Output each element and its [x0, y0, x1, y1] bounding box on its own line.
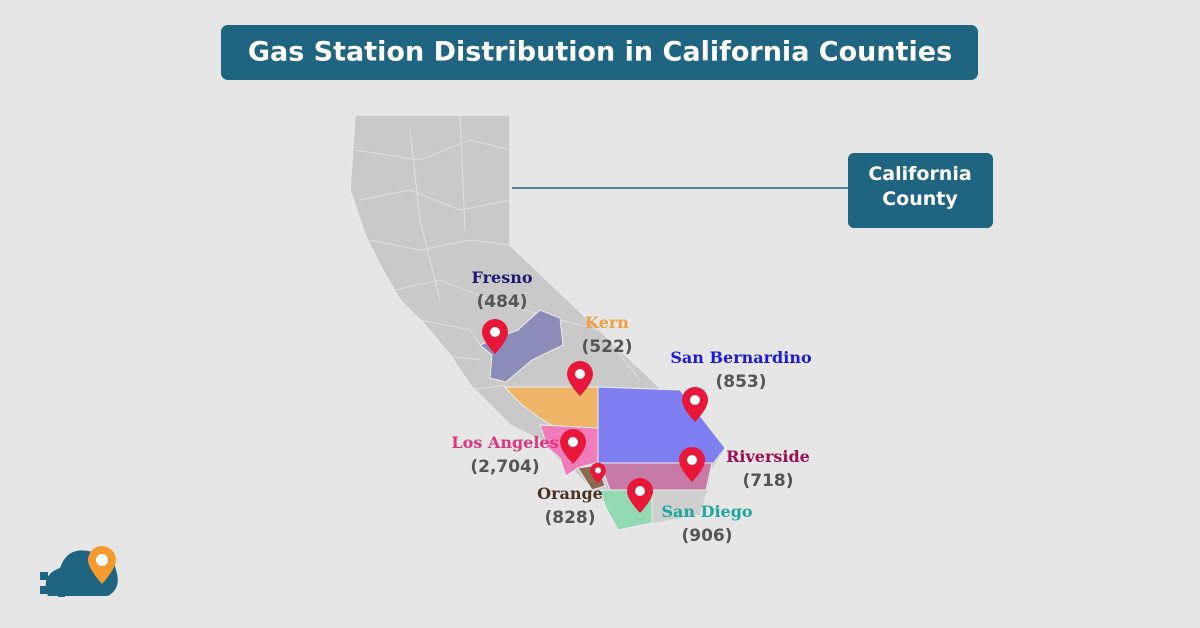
- county-count: (522): [581, 337, 632, 357]
- map-pin: [682, 387, 708, 422]
- county-name: Orange: [537, 484, 603, 503]
- county-count: (853): [715, 372, 766, 392]
- county-count: (828): [544, 508, 595, 528]
- pin-hole: [690, 395, 700, 405]
- county-count: (906): [681, 526, 732, 546]
- logo: [40, 546, 118, 597]
- county-region: [479, 309, 564, 383]
- title: Gas Station Distribution in California C…: [248, 37, 952, 68]
- map-pin: [560, 429, 586, 464]
- county-borders: [354, 114, 641, 391]
- county-count: (718): [742, 471, 793, 491]
- pin-hole: [595, 467, 601, 474]
- map-pin: [627, 478, 653, 513]
- title-box: [221, 25, 978, 80]
- map-pin: [679, 447, 705, 482]
- county-name: Riverside: [726, 447, 810, 466]
- pin-hole: [490, 327, 500, 337]
- map-pin: [482, 319, 508, 354]
- map-pin: [567, 361, 593, 396]
- pin-hole: [687, 455, 697, 465]
- map-pin: [590, 462, 606, 484]
- imperial-county: [652, 490, 706, 523]
- county-name: Kern: [585, 313, 629, 332]
- county-name: San Bernardino: [670, 348, 812, 367]
- county-name: Los Angeles: [451, 433, 558, 452]
- county-count: (2,704): [470, 457, 539, 477]
- county-name: San Diego: [661, 502, 752, 521]
- legend-box: [848, 153, 993, 228]
- county-name: Fresno: [472, 268, 533, 287]
- county-count: (484): [476, 292, 527, 312]
- pin-hole: [575, 369, 585, 379]
- pin-hole: [568, 437, 578, 447]
- pin-hole: [635, 486, 645, 496]
- legend-label: California County: [868, 163, 971, 210]
